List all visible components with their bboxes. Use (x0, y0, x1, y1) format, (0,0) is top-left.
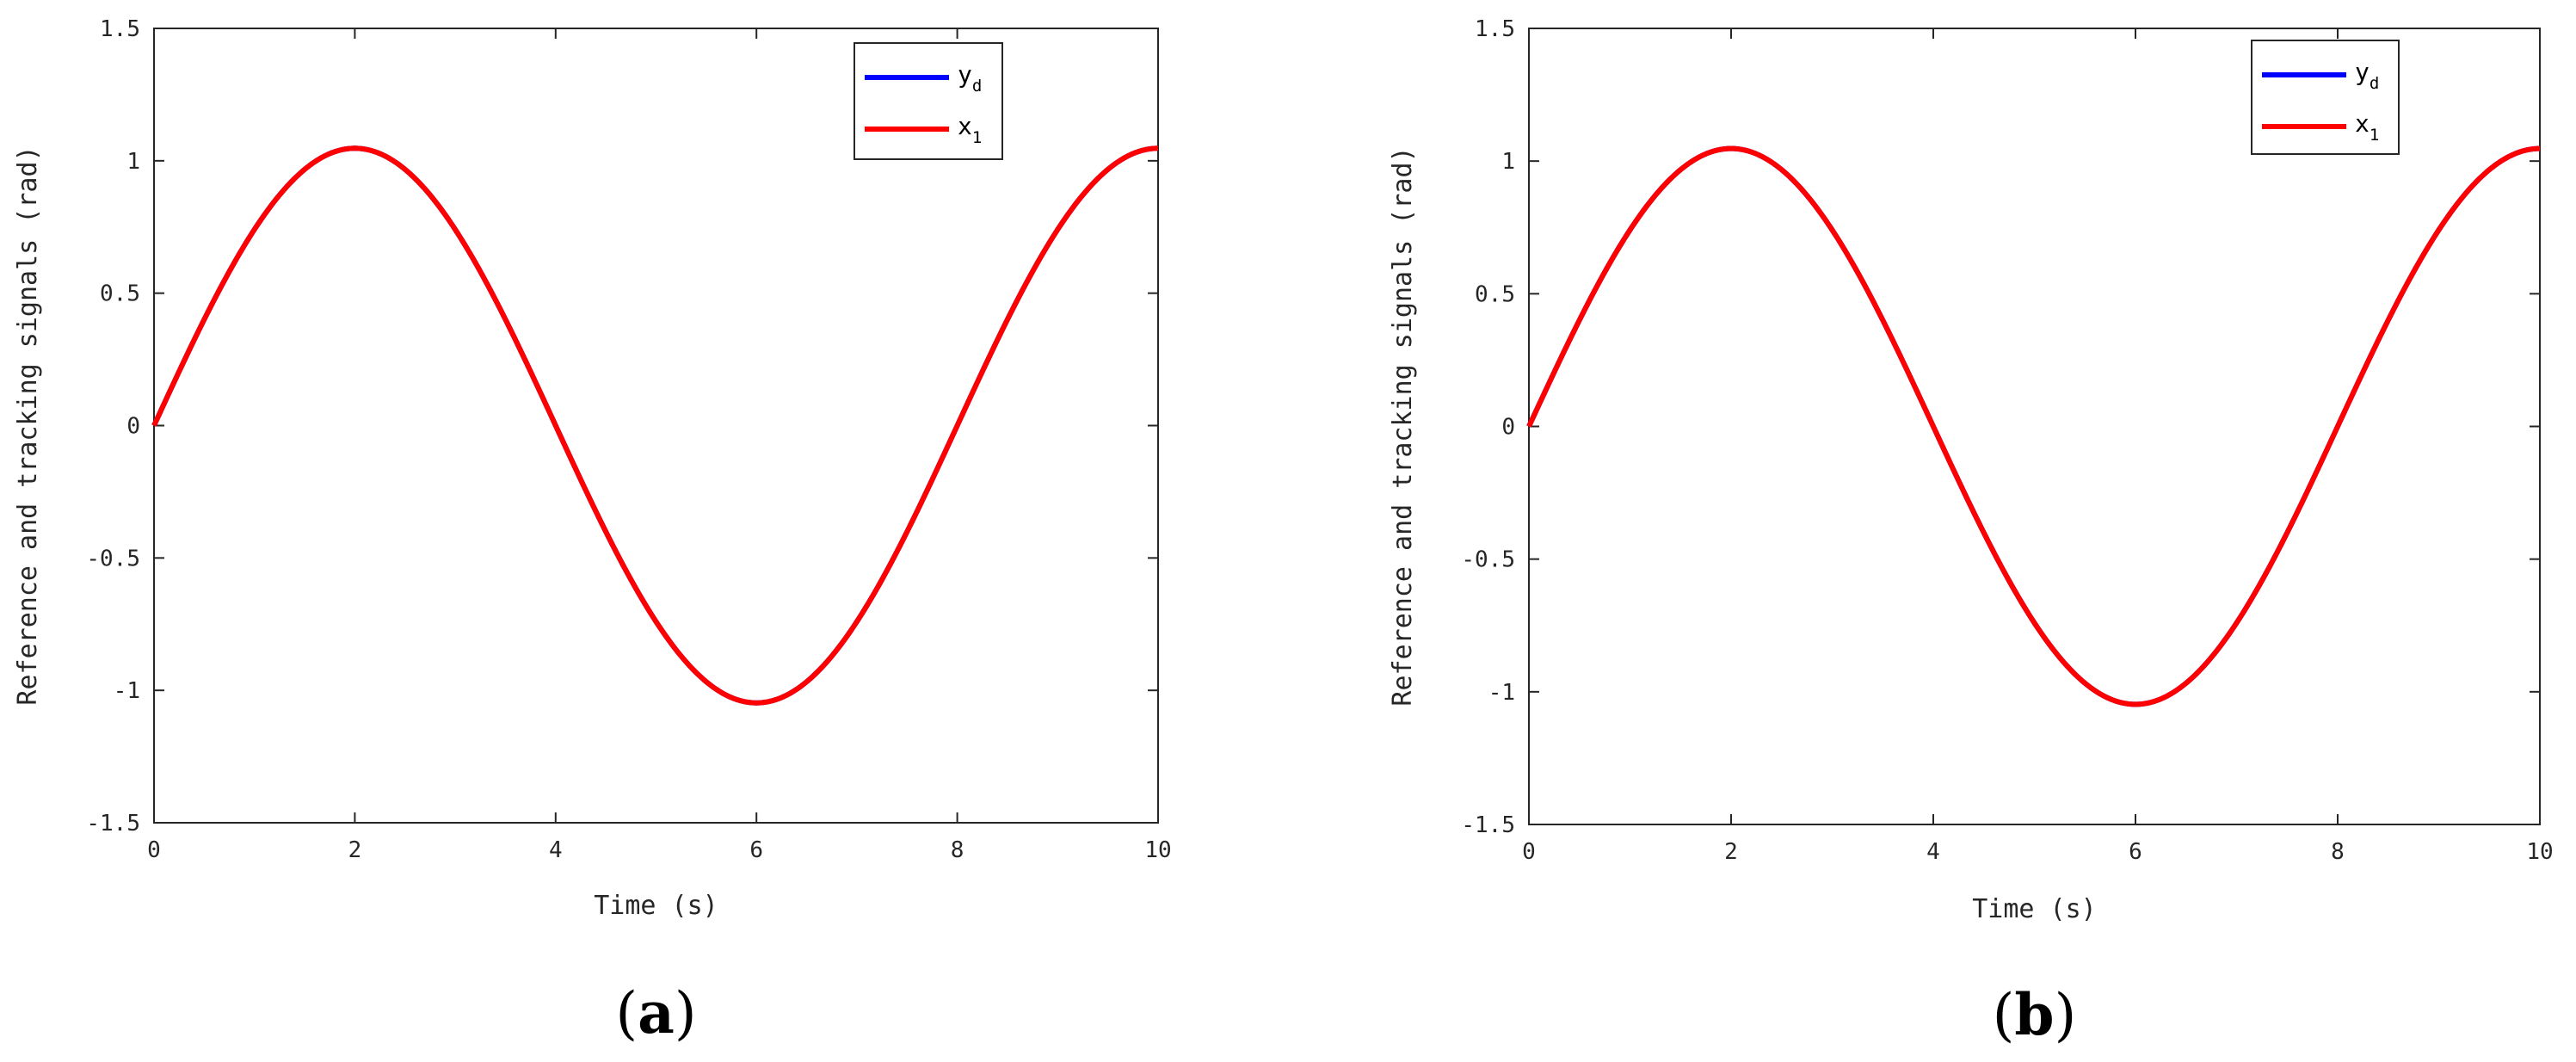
legend-label-main: y (958, 60, 972, 89)
legend-label-subscript: d (972, 77, 982, 96)
x-tick-label: 6 (749, 837, 763, 863)
x-tick-label: 10 (2526, 839, 2553, 865)
panel-letter: a (638, 979, 675, 1047)
y-tick-label: -1.5 (86, 811, 140, 837)
x-tick-label: 10 (1144, 837, 1171, 863)
axes-box (153, 28, 1159, 824)
series-line-x1 (151, 145, 1159, 706)
legend-label-yd: yd (2355, 58, 2379, 93)
x-tick-label: 6 (2129, 839, 2142, 865)
legend-label-subscript: 1 (2370, 126, 2379, 145)
x-axis-label: Time (s) (1972, 894, 2097, 924)
panel-label: (b) (1993, 981, 2077, 1048)
x-tick-label: 4 (1926, 839, 1940, 865)
x-tick-label: 2 (348, 837, 362, 863)
legend-label-main: y (2355, 58, 2370, 86)
series-line-x1 (1526, 145, 2541, 707)
y-axis-label: Reference and tracking signals (rad) (1388, 146, 1418, 706)
legend-label-subscript: 1 (972, 128, 982, 147)
legend-label-x1: x1 (958, 112, 982, 147)
legend-label-main: x (2355, 109, 2370, 138)
y-tick-label: 0 (126, 414, 140, 440)
y-tick-label: -1 (1488, 680, 1515, 706)
y-tick-label: -0.5 (86, 546, 140, 571)
panel-letter: b (2014, 981, 2054, 1048)
legend-label-subscript: d (2370, 74, 2379, 93)
y-axis-label: Reference and tracking signals (rad) (13, 145, 43, 705)
y-tick-label: 1 (1501, 149, 1515, 175)
y-tick-label: 0.5 (1475, 281, 1515, 307)
y-tick-label: 1 (126, 149, 140, 175)
legend-label-x1: x1 (2355, 109, 2379, 145)
legend-box (854, 42, 1003, 160)
x-tick-label: 8 (2331, 839, 2345, 865)
x-tick-label: 8 (951, 837, 964, 863)
y-tick-label: 0.5 (100, 281, 140, 307)
y-tick-label: -1.5 (1461, 812, 1515, 838)
y-tick-label: 1.5 (1475, 16, 1515, 42)
y-tick-label: -1 (114, 678, 140, 704)
y-tick-label: 0 (1501, 415, 1515, 441)
y-tick-label: -0.5 (1461, 547, 1515, 573)
panel-label: (a) (615, 979, 696, 1047)
x-tick-label: 0 (147, 837, 161, 863)
x-tick-label: 2 (1724, 839, 1738, 865)
y-tick-label: 1.5 (100, 16, 140, 42)
x-tick-label: 0 (1522, 839, 1536, 865)
legend-box (2251, 40, 2400, 155)
x-axis-label: Time (s) (594, 891, 718, 921)
legend-label-main: x (958, 112, 972, 140)
legend-label-yd: yd (958, 60, 982, 96)
chart-panel-a: 0 2 4 6 8 10 -1.5 -1 -0.5 0 0.5 1 1.5 Time (s) Referen… (13, 16, 1172, 1047)
chart-panel-b: 0 2 4 6 8 10 -1.5 -1 -0.5 0 0.5 1 1.5 Time (s) Referen… (1388, 16, 2554, 1048)
x-tick-label: 4 (549, 837, 563, 863)
